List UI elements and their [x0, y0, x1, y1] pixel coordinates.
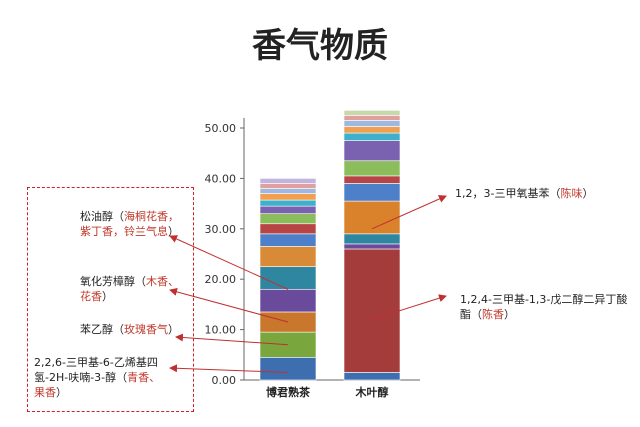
- bar-segment: [343, 120, 401, 127]
- y-tick-label: 20.00: [205, 273, 237, 286]
- annotation-arrow: [169, 287, 289, 323]
- bar-segment: [259, 223, 317, 235]
- annotation-terpineol: 松油醇（海桐花香，紫丁香，铃兰气息）: [80, 210, 179, 238]
- bar-segment: [343, 200, 401, 235]
- bar-segment: [259, 246, 317, 267]
- y-axis: 0.00 10.00 20.00 30.00 40.00 50.00: [205, 117, 420, 387]
- y-tick-label: 50.00: [205, 122, 237, 135]
- bar-segment: [343, 233, 401, 245]
- bar-segment: [259, 183, 317, 189]
- x-category-label: 博君熟茶: [266, 385, 311, 399]
- bar-segment: [259, 357, 317, 381]
- bars: [259, 110, 401, 381]
- annotation-linalool-oxide: 氧化芳樟醇（木香、花香）: [80, 275, 179, 303]
- annotation-arrow: [169, 235, 289, 290]
- bar-segment: [343, 110, 401, 116]
- bar-segment: [343, 140, 401, 162]
- annotation-arrow: [371, 195, 447, 230]
- y-tick-label: 10.00: [205, 324, 237, 337]
- annotation-arrows: [169, 195, 447, 373]
- bar-segment: [259, 199, 317, 207]
- bar-segment: [259, 233, 317, 247]
- y-tick-label: 40.00: [205, 172, 237, 185]
- y-tick-label: 0.00: [212, 374, 237, 387]
- highlight-dashed-box: [27, 187, 194, 412]
- annotation-furanol: 2,2,6-三甲基-6-乙烯基四氢-2H-呋喃-3-醇（青香、果香）: [34, 356, 161, 399]
- x-category-label: 木叶醇: [355, 385, 389, 399]
- annotation-txib: 1,2,4-三甲基-1,3-戊二醇二异丁酸酯（陈香）: [460, 293, 628, 321]
- bar-segment: [343, 126, 401, 134]
- y-tick-label: 30.00: [205, 223, 237, 236]
- bar-segment: [343, 183, 401, 202]
- x-axis-labels: 博君熟茶 木叶醇: [266, 385, 389, 399]
- annotation-phenylethanol: 苯乙醇（玫瑰香气）: [80, 323, 179, 336]
- chart-title: 香气物质: [252, 26, 388, 66]
- bar-segment: [259, 266, 317, 290]
- bar-segment: [343, 160, 401, 177]
- bar-segment: [259, 193, 317, 201]
- annotation-arrow: [175, 333, 289, 346]
- bar-segment: [343, 115, 401, 121]
- bar-segment: [259, 213, 317, 225]
- bar-segment: [259, 178, 317, 184]
- bar-segment: [343, 372, 401, 381]
- bar-segment: [259, 288, 317, 313]
- annotation-trimethoxybenzene: 1,2，3-三甲氧基苯（陈味）: [455, 187, 594, 200]
- annotation-arrow: [169, 364, 289, 373]
- annotation-arrow: [371, 294, 447, 320]
- bar-segment: [343, 175, 401, 184]
- bar-segment: [259, 205, 317, 214]
- bar-segment: [343, 248, 401, 373]
- bar-segment: [343, 243, 401, 250]
- bar-segment: [259, 188, 317, 194]
- bar-segment: [343, 132, 401, 141]
